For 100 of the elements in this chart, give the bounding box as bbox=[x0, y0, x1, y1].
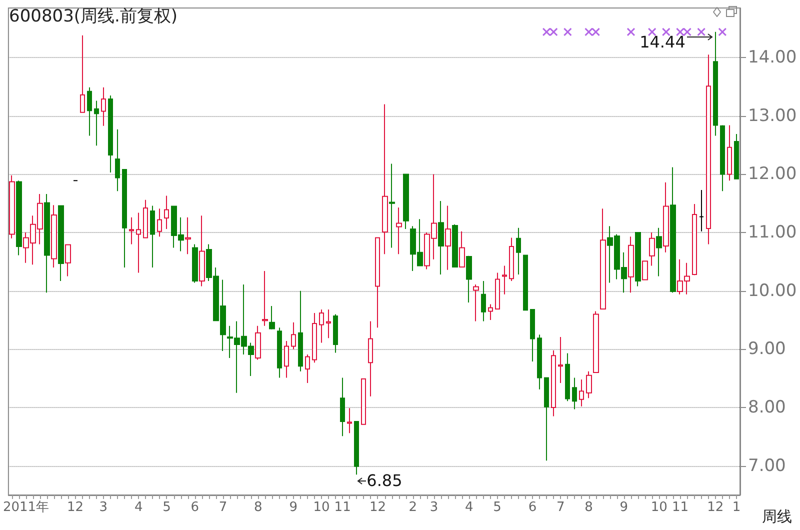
candlestick bbox=[389, 163, 395, 248]
candlestick bbox=[558, 336, 563, 384]
x-tick-label: 4 bbox=[134, 500, 143, 515]
candlestick bbox=[347, 408, 352, 434]
candlestick bbox=[488, 304, 493, 321]
candlestick bbox=[656, 227, 662, 277]
candlestick bbox=[692, 203, 697, 276]
x-tick-label: 2011年 bbox=[2, 500, 50, 515]
candlestick bbox=[382, 104, 388, 255]
x-tick-label: 9 bbox=[620, 500, 628, 515]
candlestick bbox=[635, 232, 641, 287]
candlestick bbox=[713, 31, 718, 136]
candlestick bbox=[642, 260, 648, 280]
candlestick bbox=[516, 227, 521, 276]
candlestick bbox=[670, 166, 676, 294]
x-tick-label: 12 bbox=[707, 500, 724, 515]
candlestick bbox=[333, 314, 338, 354]
candlestick bbox=[628, 236, 634, 294]
candlestick bbox=[150, 205, 155, 268]
candlestick bbox=[305, 354, 310, 384]
x-tick-label: 6 bbox=[190, 500, 199, 515]
candlestick bbox=[277, 327, 282, 378]
x-tick-label: 3 bbox=[430, 500, 438, 515]
candlestick bbox=[298, 290, 303, 372]
candlestick bbox=[129, 216, 134, 245]
candlestick bbox=[136, 212, 141, 274]
y-tick-label: 11.00 bbox=[748, 222, 797, 243]
x-tick-label: 5 bbox=[493, 500, 502, 515]
candlestick bbox=[600, 208, 606, 310]
candlestick bbox=[9, 174, 15, 239]
candlestick bbox=[572, 377, 577, 410]
candlestick bbox=[403, 174, 409, 230]
candlestick bbox=[579, 379, 584, 407]
y-tick-label: 14.00 bbox=[748, 48, 797, 68]
x-tick-label: 8 bbox=[254, 500, 262, 515]
candlestick bbox=[16, 180, 22, 256]
candlestick bbox=[326, 309, 331, 339]
x-tick-label: 7 bbox=[218, 500, 228, 515]
candlestick bbox=[157, 208, 162, 238]
candlestick bbox=[269, 306, 275, 330]
x-tick-label: 11 bbox=[672, 500, 688, 515]
x-tick-label: 10 bbox=[313, 500, 330, 515]
candlestick bbox=[65, 244, 71, 277]
y-tick-label: 7.00 bbox=[748, 456, 786, 476]
candlestick bbox=[551, 350, 556, 417]
candlestick bbox=[375, 237, 380, 328]
candlestick bbox=[115, 128, 120, 192]
candlestick bbox=[291, 322, 296, 350]
candlestick bbox=[466, 255, 472, 304]
x-tick-label: 11 bbox=[334, 500, 351, 515]
y-tick-label: 12.00 bbox=[748, 164, 797, 184]
candlestick bbox=[495, 272, 500, 310]
x-tick-label: 4 bbox=[465, 500, 474, 515]
x-tick-label: 12 bbox=[369, 500, 386, 515]
x-tick-label: 7 bbox=[556, 500, 565, 515]
candlestick bbox=[368, 320, 373, 397]
candlestick bbox=[164, 195, 169, 230]
x-axis-title: 周线 bbox=[762, 508, 792, 526]
candlestick bbox=[396, 206, 402, 255]
candlestick bbox=[586, 370, 592, 399]
candlestick bbox=[199, 215, 205, 287]
candlestick bbox=[649, 232, 655, 266]
candlestick bbox=[51, 204, 57, 268]
candlestick bbox=[192, 244, 198, 284]
candlestick bbox=[101, 86, 106, 126]
annotation: 14.44 bbox=[640, 32, 686, 52]
candlestick bbox=[663, 182, 669, 253]
x-tick-label: 12 bbox=[67, 500, 84, 515]
candlestick bbox=[452, 224, 458, 268]
candlestick bbox=[354, 421, 359, 476]
candlestick bbox=[445, 205, 451, 270]
candlestick bbox=[509, 237, 514, 282]
x-tick-label: 3 bbox=[99, 500, 108, 515]
candlestick bbox=[340, 377, 345, 437]
candlestick bbox=[80, 34, 85, 113]
candlestick bbox=[565, 352, 570, 402]
candlestick bbox=[593, 310, 599, 374]
candlestick bbox=[143, 199, 148, 238]
candlestick bbox=[734, 133, 739, 180]
x-tick-label: 5 bbox=[162, 500, 171, 515]
candlestick bbox=[473, 284, 479, 322]
candlestick bbox=[699, 189, 704, 232]
candlestick bbox=[459, 230, 465, 268]
x-tick-label: 8 bbox=[584, 500, 593, 515]
candlestick bbox=[438, 200, 444, 276]
x-tick-label: 6 bbox=[528, 500, 537, 515]
candlestick bbox=[262, 270, 268, 326]
candlestick bbox=[108, 94, 113, 173]
candlestick bbox=[530, 309, 535, 362]
candlestick bbox=[727, 124, 732, 182]
y-tick-label: 10.00 bbox=[748, 280, 797, 301]
candlestick bbox=[185, 216, 191, 255]
candlestick bbox=[319, 309, 324, 344]
candlestick bbox=[255, 325, 261, 360]
candlestick bbox=[361, 378, 366, 425]
candlestick bbox=[284, 340, 289, 378]
candlestick bbox=[544, 377, 549, 462]
x-tick-label: 2 bbox=[408, 500, 418, 515]
candlestick bbox=[44, 194, 50, 294]
candlestick bbox=[87, 86, 92, 136]
